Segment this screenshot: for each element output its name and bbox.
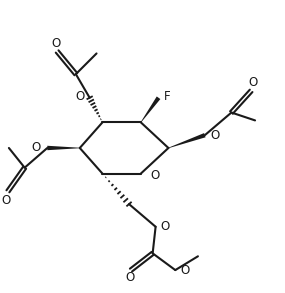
Text: O: O [150,169,159,182]
Text: O: O [180,264,190,277]
Polygon shape [168,133,205,148]
Text: O: O [52,37,61,50]
Text: O: O [75,90,84,103]
Polygon shape [141,96,160,122]
Text: O: O [125,271,135,285]
Text: O: O [249,76,258,89]
Text: O: O [161,220,170,233]
Text: O: O [210,129,219,142]
Text: O: O [32,142,41,154]
Polygon shape [47,146,80,150]
Text: O: O [1,194,11,207]
Text: F: F [164,90,171,103]
